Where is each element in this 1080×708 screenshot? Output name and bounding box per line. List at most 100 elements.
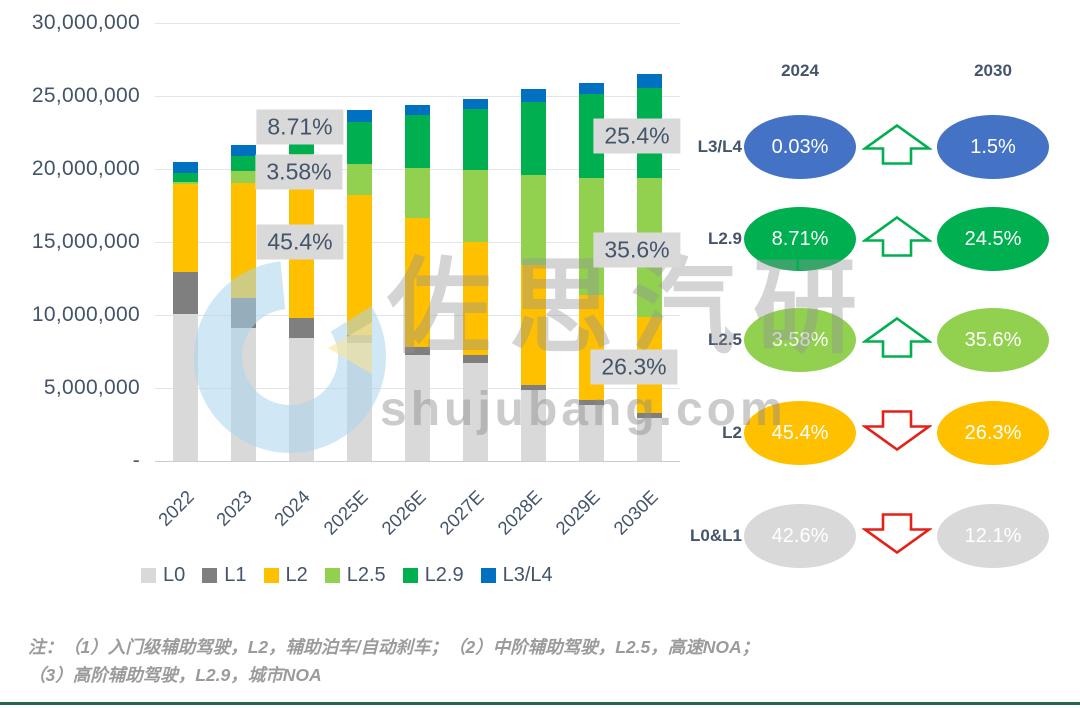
- bar-segment-L0-2029E: [579, 404, 604, 461]
- legend-label: L1: [224, 564, 247, 586]
- bar-segment-L0-2026E: [405, 355, 430, 461]
- bar-segment-L1-2027E: [463, 355, 488, 364]
- panel-value-ellipse-L2-v2030: 26.3%: [937, 401, 1049, 465]
- bar-segment-L25-2028E: [521, 175, 546, 266]
- footnote: 注：（1）入门级辅助驾驶，L2，辅助泊车/自动刹车；（2）中阶辅助驾驶，L2.5…: [28, 633, 1058, 689]
- up-arrow-icon: [860, 316, 934, 365]
- legend-swatch: [402, 568, 418, 583]
- panel-value-ellipse-L3L4-v2024: 0.03%: [744, 115, 856, 179]
- panel-row-label-L25: L2.5: [707, 330, 742, 349]
- bar-segment-L1-2028E: [521, 385, 546, 391]
- panel-value-ellipse-L2-v2024: 45.4%: [744, 401, 856, 465]
- legend-swatch: [324, 568, 340, 583]
- legend-swatch: [480, 568, 496, 583]
- legend-swatch: [202, 568, 218, 583]
- down-arrow-icon: [860, 409, 934, 458]
- bar-segment-L25-2026E: [405, 168, 430, 219]
- panel-column-header-2030: 2030: [974, 61, 1012, 80]
- x-axis-line: [155, 461, 680, 462]
- y-axis-tick-label: 15,000,000: [31, 230, 140, 253]
- up-arrow-icon: [860, 123, 934, 172]
- bar-segment-L1-2026E: [405, 346, 430, 355]
- bar-segment-L0-2028E: [521, 390, 546, 461]
- bar-segment-L0-2024: [289, 338, 314, 461]
- data-callout: 8.71%: [256, 109, 344, 145]
- bar-segment-L2-2023: [231, 183, 256, 299]
- data-callout: 26.3%: [590, 349, 678, 385]
- bar-segment-L1-2029E: [579, 399, 604, 405]
- y-axis-tick-label: 10,000,000: [31, 303, 140, 326]
- footnote-line-1: 注：（1）入门级辅助驾驶，L2，辅助泊车/自动刹车；（2）中阶辅助驾驶，L2.5…: [28, 637, 760, 657]
- bar-segment-L1-2025E: [347, 335, 372, 344]
- bar-segment-L0-2027E: [463, 363, 488, 461]
- legend-item-L2: L2: [263, 564, 308, 587]
- legend-item-L3L4: L3/L4: [480, 564, 553, 587]
- bar-segment-L3L4-2030E: [637, 74, 662, 89]
- bar-segment-L0-2023: [231, 328, 256, 461]
- footnote-line-2: （3）高阶辅助驾驶，L2.9，城市NOA: [28, 665, 322, 685]
- panel-row-label-L0L1: L0&L1: [690, 526, 742, 545]
- bar-segment-L29-2028E: [521, 101, 546, 176]
- data-callout: 3.58%: [255, 154, 343, 190]
- data-callout: 35.6%: [593, 232, 681, 268]
- panel-row-label-L29: L2.9: [707, 229, 742, 248]
- bar-segment-L3L4-2025E: [347, 110, 372, 122]
- legend-item-L0: L0: [141, 564, 185, 587]
- bar-segment-L3L4-2027E: [463, 99, 488, 110]
- bar-segment-L25-2022: [173, 182, 198, 185]
- bar-segment-L2-2027E: [463, 241, 488, 355]
- panel-value-ellipse-L0L1-v2030: 12.1%: [937, 504, 1049, 568]
- bar-segment-L0-2022: [173, 313, 198, 461]
- bar-segment-L25-2027E: [463, 170, 488, 242]
- panel-value-ellipse-L25-v2024: 3.58%: [744, 308, 856, 372]
- bar-segment-L3L4-2028E: [521, 89, 546, 102]
- panel-row-label-L3L4: L3/L4: [697, 137, 742, 156]
- bar-segment-L25-2023: [231, 171, 256, 184]
- bar-segment-L0-2025E: [347, 343, 372, 461]
- bar-segment-L25-2025E: [347, 163, 372, 196]
- up-arrow-icon: [860, 215, 934, 264]
- y-axis-tick-label: 5,000,000: [43, 376, 140, 399]
- bar-segment-L1-2022: [173, 271, 198, 314]
- y-axis-tick-label: 30,000,000: [31, 11, 140, 34]
- bar-segment-L1-2024: [289, 318, 314, 339]
- bar-segment-L2-2028E: [521, 265, 546, 386]
- legend-label: L2.9: [424, 564, 464, 586]
- panel-value-ellipse-L3L4-v2030: 1.5%: [937, 115, 1049, 179]
- data-callout: 25.4%: [593, 118, 681, 154]
- legend-swatch: [141, 568, 156, 583]
- bar-segment-L3L4-2022: [173, 161, 198, 174]
- legend-swatch: [263, 568, 279, 583]
- gridline: [155, 96, 680, 97]
- bar-segment-L29-2026E: [405, 114, 430, 169]
- panel-value-ellipse-L29-v2030: 24.5%: [937, 207, 1049, 271]
- bar-segment-L1-2023: [231, 298, 256, 329]
- panel-value-ellipse-L25-v2030: 35.6%: [937, 308, 1049, 372]
- bar-segment-L3L4-2023: [231, 144, 256, 157]
- panel-row-label-L2: L2: [722, 423, 742, 442]
- bar-segment-L3L4-2029E: [579, 82, 604, 95]
- legend-item-L29: L2.9: [402, 564, 464, 587]
- gridline: [155, 23, 680, 24]
- bar-segment-L0-2030E: [637, 418, 662, 461]
- bar-segment-L29-2022: [173, 173, 198, 183]
- bar-segment-L2-2025E: [347, 195, 372, 336]
- legend-label: L3/L4: [502, 564, 553, 586]
- bar-segment-L3L4-2026E: [405, 104, 430, 115]
- panel-value-ellipse-L29-v2024: 8.71%: [744, 207, 856, 271]
- bar-segment-L29-2027E: [463, 109, 488, 171]
- bar-segment-L29-2023: [231, 156, 256, 172]
- y-axis-tick-label: 25,000,000: [31, 84, 140, 107]
- legend-label: L2: [285, 564, 308, 586]
- bar-segment-L2-2022: [173, 184, 198, 272]
- bar-segment-L1-2030E: [637, 413, 662, 419]
- bottom-rule: [0, 702, 1080, 705]
- down-arrow-icon: [860, 512, 934, 561]
- legend-item-L25: L2.5: [324, 564, 386, 587]
- y-axis-tick-label: 20,000,000: [31, 157, 140, 180]
- bar-segment-L2-2026E: [405, 218, 430, 347]
- data-callout: 45.4%: [256, 224, 344, 260]
- y-axis-tick-label: -: [132, 449, 140, 472]
